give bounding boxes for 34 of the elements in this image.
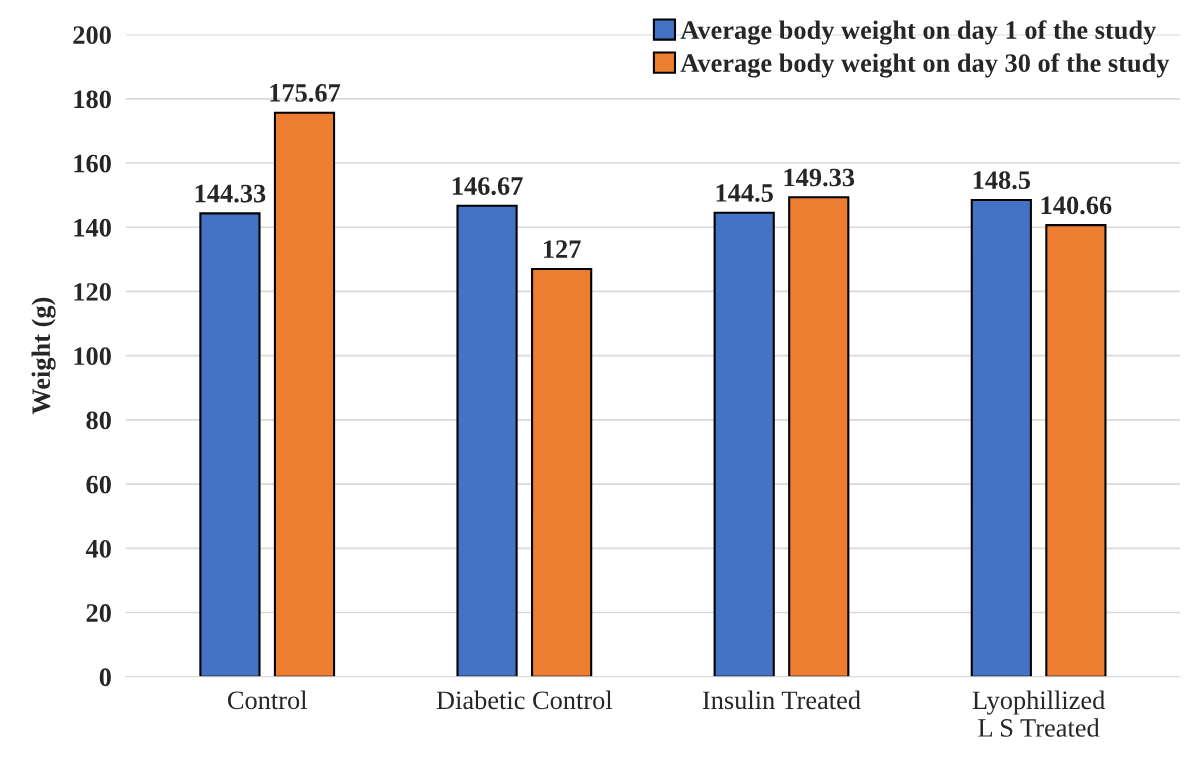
data-label: 144.5: [716, 184, 773, 202]
bar: [1045, 224, 1107, 677]
data-label: 149.33: [784, 168, 855, 187]
x-tick-label: Lyophillized L S Treated: [972, 690, 1105, 737]
y-tick-label: 40: [85, 539, 111, 558]
bar: [970, 198, 1032, 677]
data-label: 148.5: [973, 171, 1031, 190]
bar: [199, 212, 261, 677]
y-tick-label: 100: [74, 347, 111, 366]
data-label: 144.33: [195, 184, 266, 203]
data-label: 146.67: [452, 177, 523, 196]
bar: [456, 204, 518, 677]
legend-label: Average body weight on day 1 of the study: [680, 20, 1157, 45]
y-tick-label: 140: [74, 218, 111, 237]
data-label: 127: [543, 240, 581, 258]
x-tick-label: Insulin Treated: [702, 690, 861, 710]
y-tick-label: 120: [74, 283, 111, 301]
y-tick-label: 200: [73, 26, 111, 45]
y-tick-label: 60: [86, 475, 111, 494]
bar: [273, 111, 336, 677]
y-tick-label: 20: [86, 604, 111, 622]
y-tick-label: 80: [86, 411, 111, 430]
x-tick-label: Diabetic Control: [436, 690, 613, 710]
bar: [531, 267, 593, 677]
bar: [713, 211, 775, 677]
bar: [788, 196, 850, 677]
legend-label: Average body weight on day 30 of the study: [680, 53, 1170, 78]
y-tick-label: 180: [74, 90, 111, 109]
y-tick-label: 0: [99, 668, 111, 687]
data-label: 140.66: [1041, 196, 1112, 215]
data-label: 175.67: [270, 84, 341, 102]
y-axis-title: Weight (g): [31, 297, 56, 415]
x-tick-label: Control: [227, 690, 307, 710]
y-tick-label: 160: [74, 154, 111, 173]
